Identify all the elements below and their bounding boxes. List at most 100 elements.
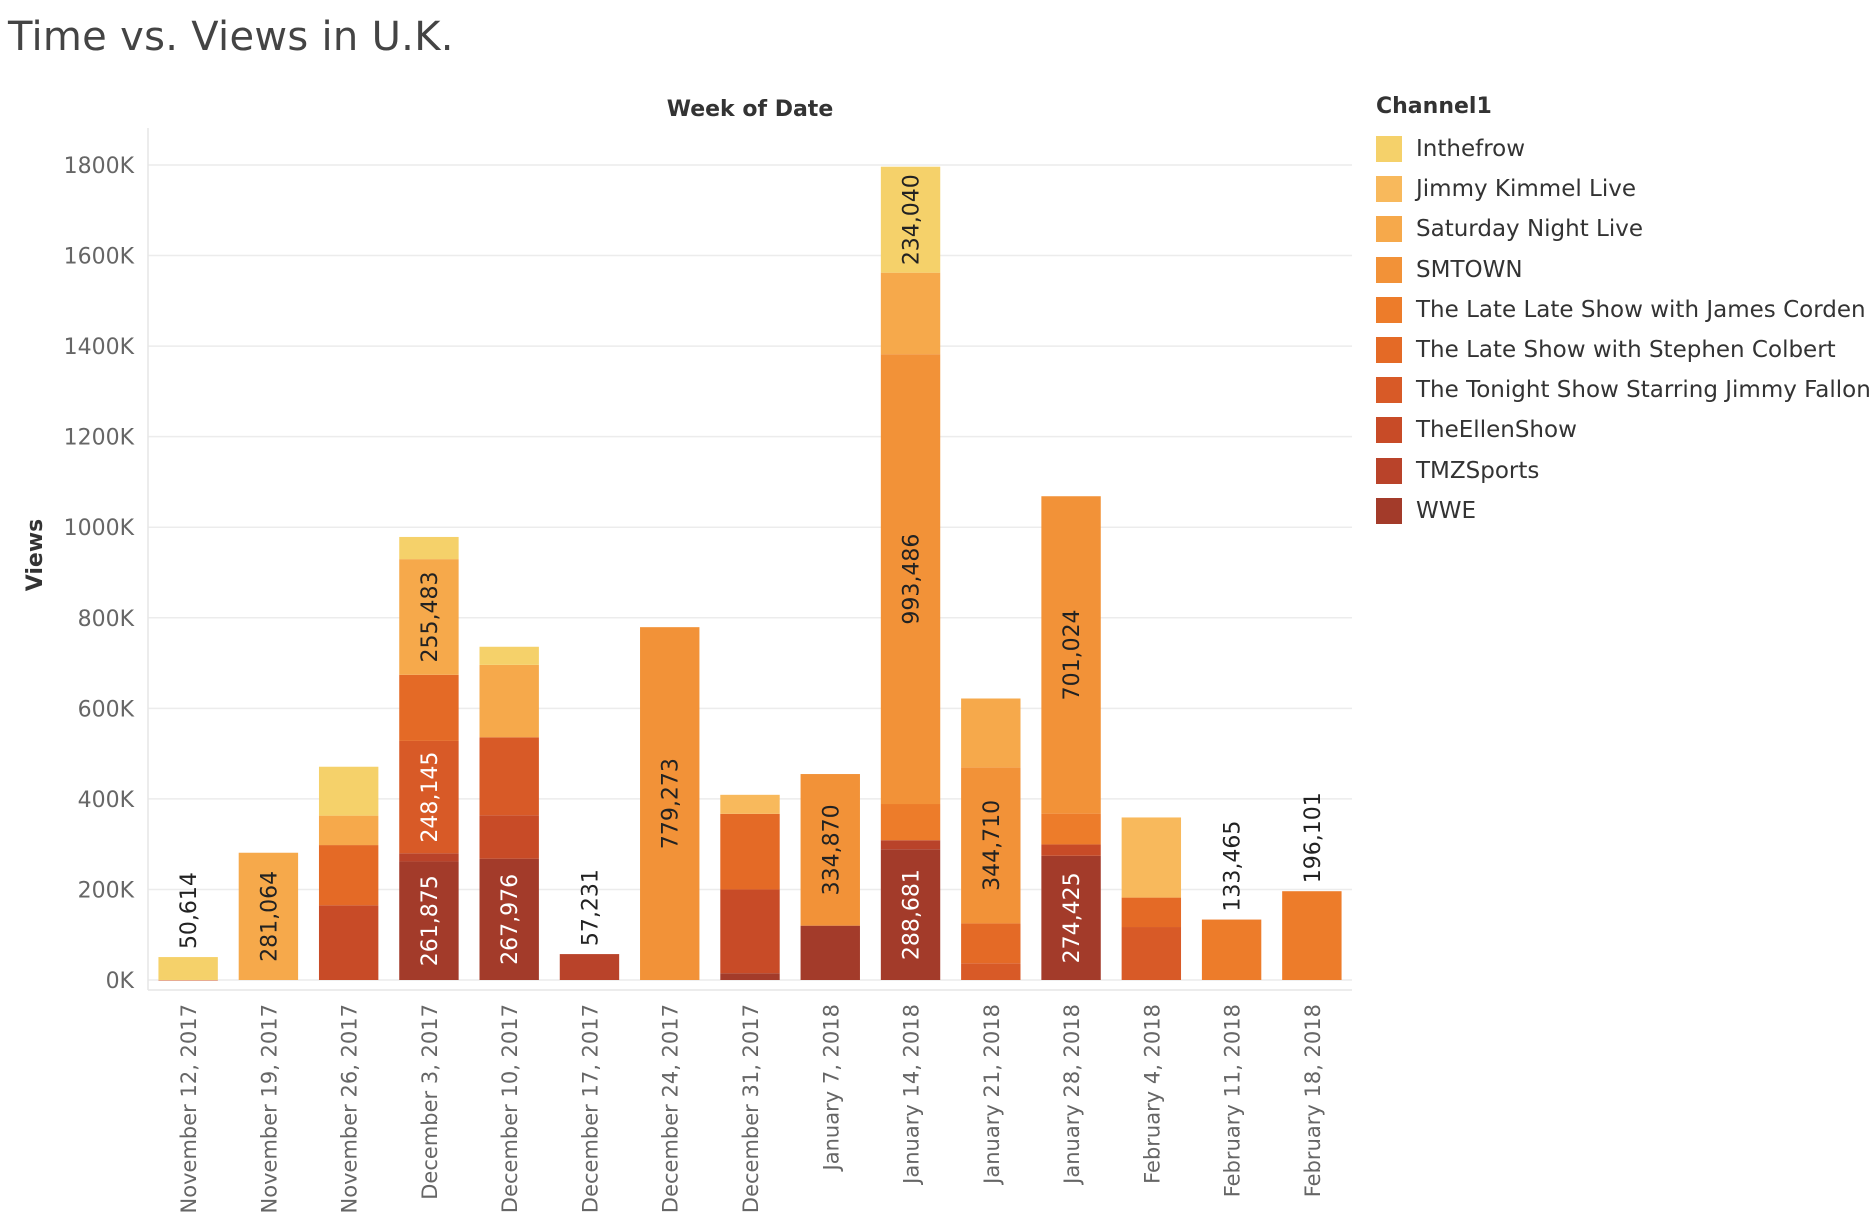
legend-item[interactable]: WWE — [1376, 491, 1871, 531]
legend-swatch — [1376, 337, 1402, 364]
legend-item[interactable]: Inthefrow — [1376, 129, 1871, 169]
bar-segment — [720, 813, 780, 890]
bar-segment — [640, 627, 700, 980]
y-tick-label: 1000K — [64, 516, 135, 541]
bar-segment — [399, 861, 459, 980]
bar-segment — [880, 166, 941, 273]
bar-segment — [1121, 927, 1182, 980]
bar-segment — [961, 963, 1021, 980]
x-axis: November 12, 2017 November 19, 2017 Novemb… — [177, 1004, 1325, 1213]
data-label: 993,486 — [900, 534, 925, 625]
y-tick-label: 600K — [78, 697, 135, 722]
data-label: 248,145 — [418, 752, 443, 843]
y-tick-label: 400K — [78, 788, 135, 813]
bar-segment — [479, 815, 539, 859]
bar-segment — [880, 354, 941, 805]
legend-label: Jimmy Kimmel Live — [1416, 176, 1637, 203]
bar-segment — [399, 559, 459, 675]
legend-item[interactable]: The Late Late Show with James Corden — [1376, 290, 1871, 330]
x-tick-label: February 11, 2018 — [1221, 1004, 1245, 1197]
x-tick-label: November 12, 2017 — [177, 1004, 201, 1213]
bar-segment — [1041, 844, 1101, 856]
legend-item[interactable]: The Tonight Show Starring Jimmy Fallon — [1376, 370, 1871, 410]
legend-swatch — [1376, 296, 1402, 323]
x-tick-label: January 7, 2018 — [819, 1004, 843, 1172]
bar-segment — [479, 737, 539, 816]
legend-label: Saturday Night Live — [1416, 216, 1644, 243]
bar-segment — [720, 973, 780, 980]
data-labels: 50,614 281,064 261,875 248,145 255,483 267,97… — [177, 174, 1326, 966]
data-label: 274,425 — [1060, 872, 1085, 963]
legend-label: The Late Late Show with James Corden — [1416, 296, 1866, 323]
legend-swatch — [1376, 417, 1402, 444]
data-label: 255,483 — [418, 571, 443, 662]
legend-item[interactable]: The Late Show with Stephen Colbert — [1376, 330, 1871, 370]
legend-label: The Tonight Show Starring Jimmy Fallon — [1416, 377, 1871, 404]
x-tick-label: February 4, 2018 — [1140, 1004, 1164, 1184]
legend-label: TMZSports — [1416, 457, 1540, 484]
data-label: 779,273 — [659, 758, 684, 849]
data-label: 334,870 — [819, 804, 844, 895]
legend-item[interactable]: Jimmy Kimmel Live — [1376, 169, 1871, 209]
y-tick-label: 1400K — [64, 335, 135, 360]
bar-segment — [559, 954, 620, 980]
y-tick-label: 1800K — [64, 154, 135, 179]
legend-label: The Late Show with Stephen Colbert — [1416, 337, 1836, 364]
legend-label: SMTOWN — [1416, 256, 1523, 283]
data-label: 701,024 — [1060, 609, 1085, 700]
legend-swatch — [1376, 497, 1402, 524]
x-tick-label: January 21, 2018 — [980, 1004, 1004, 1186]
stacked-bar-chart: 0K 200K 400K 600K 800K 1000K 1200K 1400K 1600K 18… — [23, 97, 1352, 1213]
bar-segment — [720, 794, 780, 814]
data-label: 281,064 — [257, 871, 282, 962]
x-tick-label: December 24, 2017 — [659, 1004, 683, 1213]
x-axis-title: Week of Date — [667, 97, 834, 122]
y-axis: 0K 200K 400K 600K 800K 1000K 1200K 1400K 1600K 18… — [64, 154, 135, 994]
data-label: 267,976 — [498, 874, 523, 965]
legend-item[interactable]: SMTOWN — [1376, 250, 1871, 290]
bar-segment — [318, 845, 379, 906]
bar-segment — [1282, 891, 1342, 980]
x-tick-label: January 28, 2018 — [1060, 1004, 1084, 1186]
legend-label: WWE — [1416, 497, 1477, 524]
data-label: 288,681 — [900, 869, 925, 960]
data-label: 50,614 — [177, 872, 202, 949]
legend-item[interactable]: TMZSports — [1376, 451, 1871, 491]
legend-swatch — [1376, 216, 1402, 243]
bar-segment — [399, 853, 459, 862]
x-tick-label: December 17, 2017 — [578, 1004, 602, 1213]
x-tick-label: November 26, 2017 — [338, 1004, 362, 1213]
legend-item[interactable]: TheEllenShow — [1376, 410, 1871, 450]
legend-title: Channel1 — [1376, 94, 1492, 119]
legend-items: Inthefrow Jimmy Kimmel Live Saturday Night… — [1376, 129, 1871, 531]
legend-item[interactable]: Saturday Night Live — [1376, 209, 1871, 249]
bar-segment — [479, 646, 539, 665]
legend: Channel1 Inthefrow Jimmy Kimmel Live Satur… — [1376, 94, 1871, 531]
bar-segment — [1201, 919, 1262, 980]
legend-swatch — [1376, 176, 1402, 203]
y-tick-label: 0K — [106, 969, 135, 994]
bar-segment — [800, 774, 860, 926]
bar-segment — [880, 849, 941, 980]
data-label: 57,231 — [578, 869, 603, 946]
data-label: 234,040 — [900, 174, 925, 265]
legend-swatch — [1376, 457, 1402, 484]
bar-segment — [318, 766, 379, 816]
legend-label: Inthefrow — [1416, 136, 1526, 163]
bar-segment — [479, 664, 539, 738]
bar-segment — [1121, 817, 1182, 898]
y-axis-title: Views — [23, 519, 48, 592]
bar-segment — [479, 858, 539, 980]
bar-segment — [1041, 496, 1101, 814]
bar-segment — [158, 979, 218, 981]
y-tick-label: 800K — [78, 607, 135, 632]
data-label: 133,465 — [1221, 821, 1246, 912]
bar-segment — [399, 536, 459, 560]
bar-segment — [800, 925, 860, 980]
legend-swatch — [1376, 256, 1402, 283]
x-tick-label: December 31, 2017 — [739, 1004, 763, 1213]
bar-segment — [399, 740, 459, 854]
bar-segment — [880, 272, 941, 355]
data-label: 344,710 — [980, 800, 1005, 891]
legend-swatch — [1376, 377, 1402, 404]
